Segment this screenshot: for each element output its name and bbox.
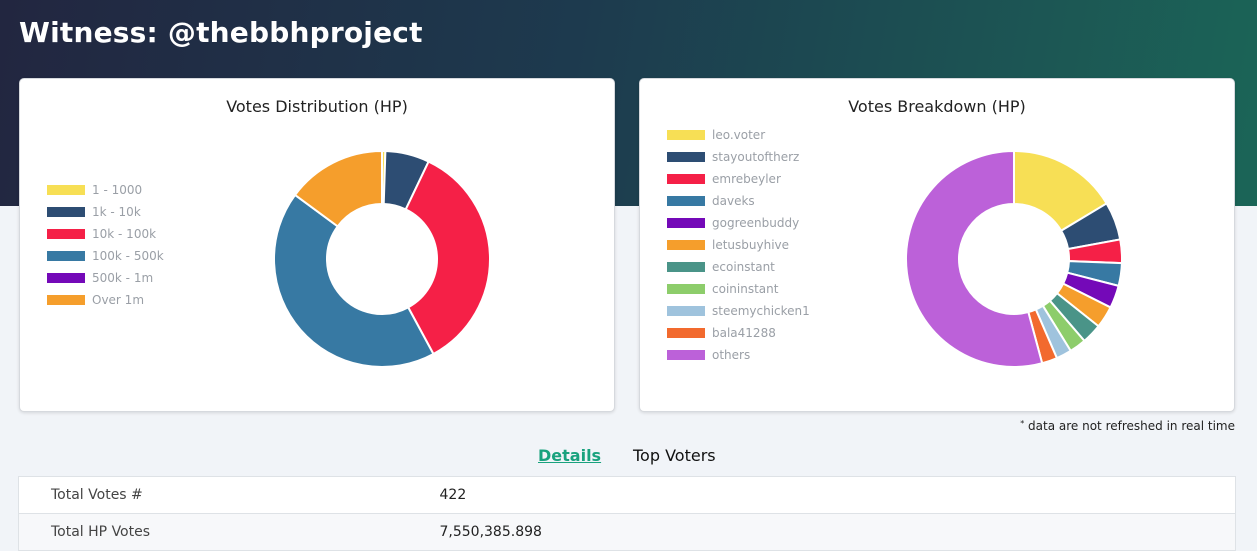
legend-swatch <box>667 218 705 228</box>
legend-label: stayoutoftherz <box>712 150 800 164</box>
votes-distribution-title: Votes Distribution (HP) <box>226 97 408 116</box>
breakdown-slice-10[interactable] <box>905 149 1044 368</box>
legend-label: steemychicken1 <box>712 304 810 318</box>
legend-swatch <box>667 174 705 184</box>
legend-item[interactable]: coininstant <box>667 278 810 300</box>
legend-label: emrebeyler <box>712 172 781 186</box>
legend-swatch <box>667 196 705 206</box>
legend-item[interactable]: emrebeyler <box>667 168 810 190</box>
legend-item[interactable]: Over 1m <box>47 289 164 311</box>
tab-details[interactable]: Details <box>538 446 602 465</box>
tab-top-voters[interactable]: Top Voters <box>633 446 716 465</box>
distribution-slice-2[interactable] <box>404 160 491 356</box>
votes-breakdown-card: Votes Breakdown (HP) leo.voter stayoutof… <box>639 78 1235 412</box>
details-tabs: Details Top Voters <box>0 446 1257 468</box>
detail-key: Total HP Votes <box>18 513 440 551</box>
legend-item[interactable]: ecoinstant <box>667 256 810 278</box>
legend-label: 1k - 10k <box>92 205 141 219</box>
legend-label: leo.voter <box>712 128 766 142</box>
legend-item[interactable]: stayoutoftherz <box>667 146 810 168</box>
legend-label: 500k - 1m <box>92 271 154 285</box>
legend-label: others <box>712 348 751 362</box>
detail-key: Total Votes # <box>18 476 440 514</box>
legend-item[interactable]: gogreenbuddy <box>667 212 810 234</box>
legend-swatch <box>47 295 85 305</box>
detail-value: 7,550,385.898 <box>439 513 1236 551</box>
legend-label: bala41288 <box>712 326 776 340</box>
legend-swatch <box>47 273 85 283</box>
legend-swatch <box>667 130 705 140</box>
votes-breakdown-title: Votes Breakdown (HP) <box>848 97 1026 116</box>
votes-breakdown-legend: leo.voter stayoutoftherz emrebeyler dave… <box>667 124 810 366</box>
legend-swatch <box>47 251 85 261</box>
legend-label: 10k - 100k <box>92 227 157 241</box>
legend-label: daveks <box>712 194 755 208</box>
legend-swatch <box>667 306 705 316</box>
legend-swatch <box>667 350 705 360</box>
legend-swatch <box>47 229 85 239</box>
refresh-footnote: * data are not refreshed in real time <box>1020 419 1235 433</box>
legend-label: 1 - 1000 <box>92 183 143 197</box>
legend-swatch <box>667 284 705 294</box>
legend-swatch <box>47 185 85 195</box>
details-table: Total Votes # 422 Total HP Votes 7,550,3… <box>18 476 1236 551</box>
legend-item[interactable]: 1k - 10k <box>47 201 164 223</box>
legend-item[interactable]: leo.voter <box>667 124 810 146</box>
legend-item[interactable]: steemychicken1 <box>667 300 810 322</box>
page-title: Witness: @thebbhproject <box>19 16 423 49</box>
distribution-slice-3[interactable] <box>273 193 435 368</box>
legend-label: gogreenbuddy <box>712 216 800 230</box>
legend-item[interactable]: letusbuyhive <box>667 234 810 256</box>
legend-label: letusbuyhive <box>712 238 790 252</box>
legend-item[interactable]: others <box>667 344 810 366</box>
legend-label: ecoinstant <box>712 260 775 274</box>
legend-swatch <box>47 207 85 217</box>
table-row: Total HP Votes 7,550,385.898 <box>18 513 1236 551</box>
votes-breakdown-donut <box>905 149 1123 368</box>
legend-item[interactable]: 10k - 100k <box>47 223 164 245</box>
legend-swatch <box>667 240 705 250</box>
legend-item[interactable]: bala41288 <box>667 322 810 344</box>
votes-distribution-card: Votes Distribution (HP) 1 - 1000 1k - 10… <box>19 78 615 412</box>
table-row: Total Votes # 422 <box>18 476 1236 514</box>
votes-distribution-legend: 1 - 1000 1k - 10k 10k - 100k 100k - 500k… <box>47 179 164 311</box>
legend-label: 100k - 500k <box>92 249 164 263</box>
legend-item[interactable]: 100k - 500k <box>47 245 164 267</box>
legend-swatch <box>667 262 705 272</box>
legend-label: Over 1m <box>92 293 145 307</box>
detail-value: 422 <box>439 476 1236 514</box>
legend-item[interactable]: 500k - 1m <box>47 267 164 289</box>
legend-item[interactable]: 1 - 1000 <box>47 179 164 201</box>
legend-label: coininstant <box>712 282 779 296</box>
distribution-slice-5[interactable] <box>293 149 383 228</box>
legend-item[interactable]: daveks <box>667 190 810 212</box>
legend-swatch <box>667 328 705 338</box>
votes-distribution-donut <box>273 149 491 368</box>
legend-swatch <box>667 152 705 162</box>
footnote-text: data are not refreshed in real time <box>1028 419 1235 433</box>
